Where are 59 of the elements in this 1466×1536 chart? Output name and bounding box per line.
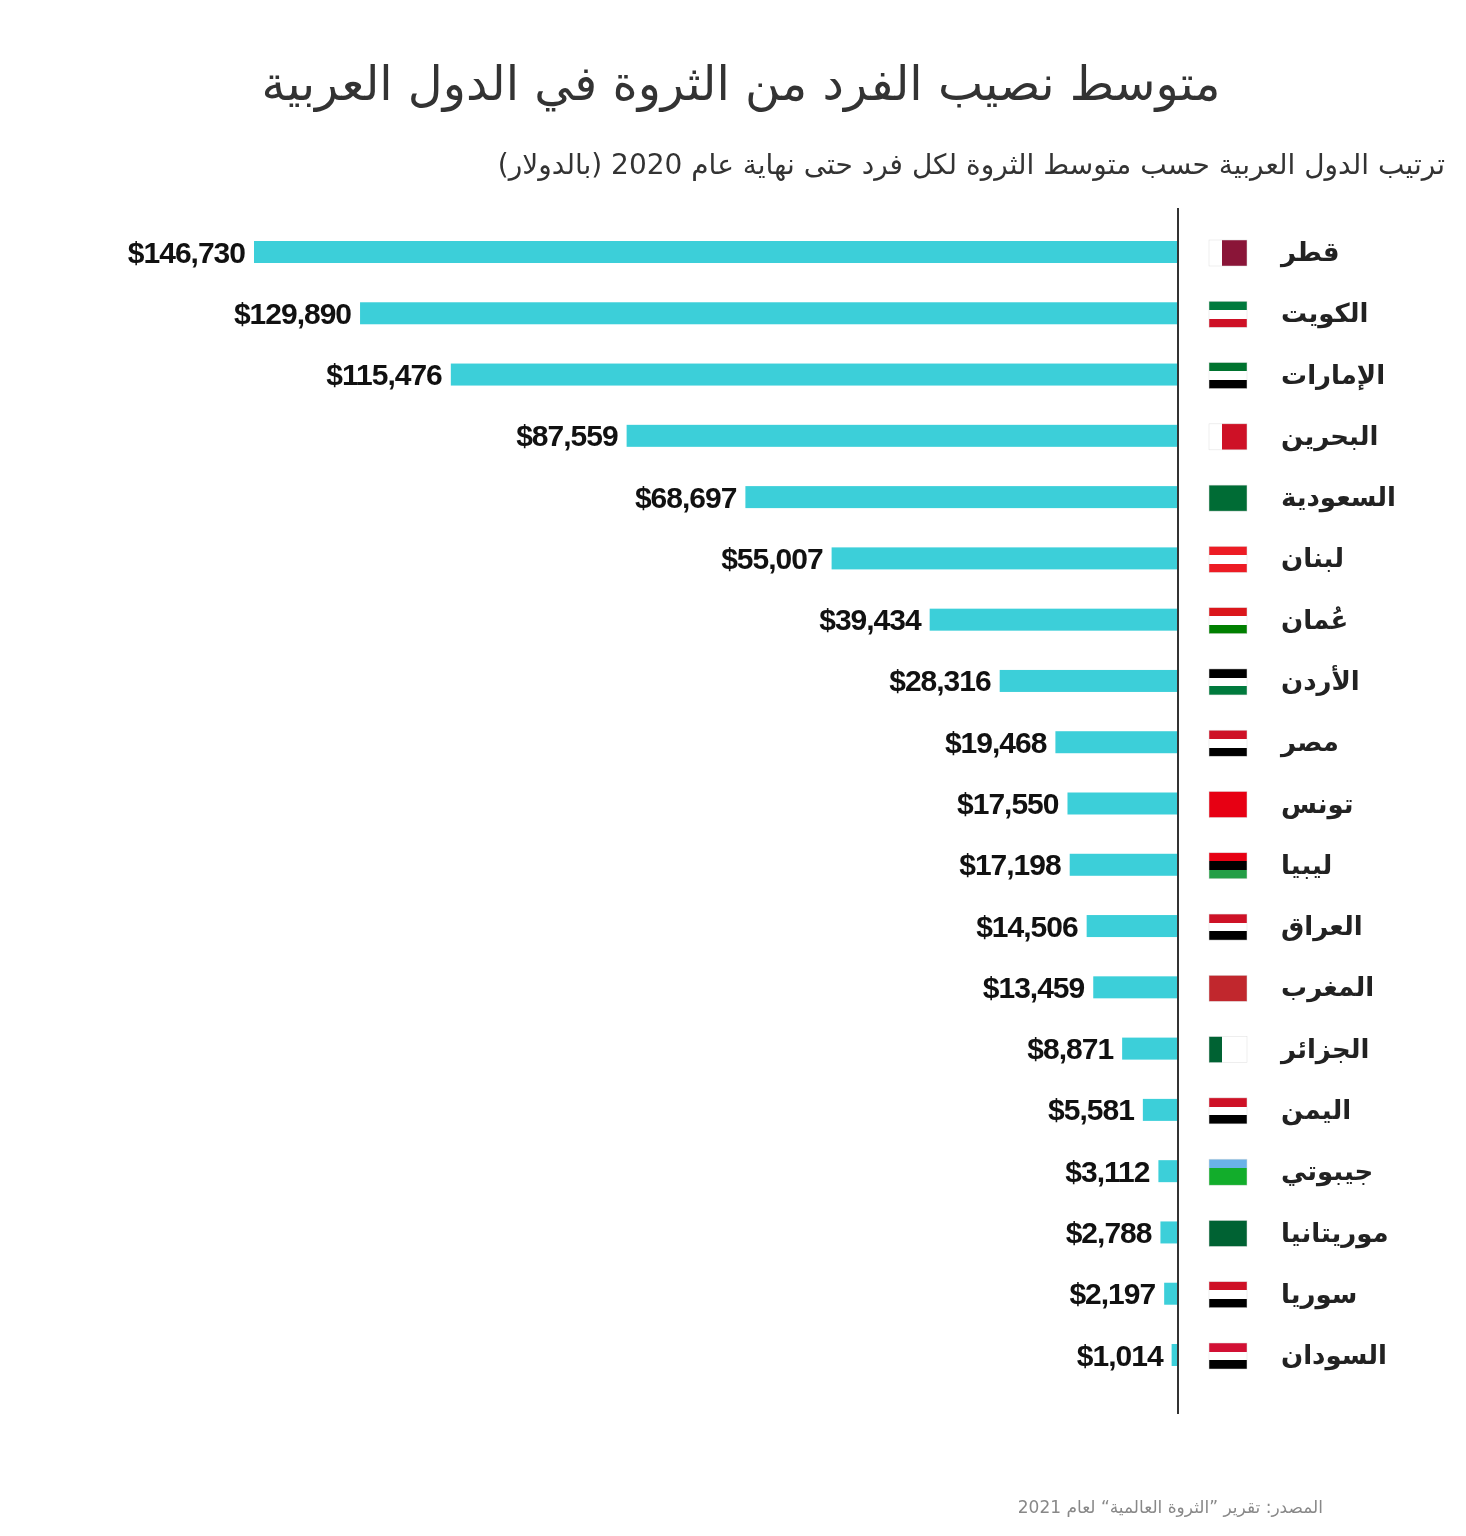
data-label: $39,434 [819,603,922,637]
data-label: $2,197 [1069,1277,1156,1311]
y-tick-label: عُمان [1281,604,1349,635]
bar [929,608,1178,631]
bar [254,241,1178,263]
data-label: $2,788 [1065,1215,1152,1249]
y-tick-label: اليمن [1281,1094,1352,1126]
y-tick-label: موريتانيا [1281,1217,1389,1249]
y-tick-label: تونس [1281,788,1354,820]
y-tick-label: جيبوتي [1281,1156,1374,1188]
data-label: $13,459 [982,970,1085,1004]
data-label: $14,506 [976,909,1078,943]
y-tick-label: العراق [1281,911,1363,943]
data-label: $28,316 [889,664,991,698]
bar [1122,1037,1178,1060]
y-tick-label: قطر [1279,237,1340,269]
data-label: $17,198 [959,848,1061,882]
chart-subtitle: ترتيب الدول العربية حسب متوسط الثروة لكل فرد حتى نهاية عام 2020 (بالدولار) [497,148,1445,181]
bar [831,547,1178,570]
data-label: $146,730 [127,235,246,269]
bar [1086,915,1178,938]
y-tick-label: مصر [1279,727,1339,759]
y-tick-label: السعودية [1281,482,1396,514]
bar [1164,1282,1178,1305]
y-tick-label: لبنان [1281,543,1344,574]
data-label: $19,468 [944,725,1047,759]
chart-title: متوسط نصيب الفرد من الثروة في الدول العربية [261,55,1221,112]
bar [360,302,1178,325]
bar [450,363,1178,386]
bar [1067,792,1178,815]
data-label: $129,890 [233,296,352,330]
data-label: $115,476 [326,358,443,392]
y-tick-label: الأردن [1281,665,1360,697]
y-tick-label: سوريا [1281,1278,1358,1310]
y-tick-label: البحرين [1281,420,1379,452]
data-label: $55,007 [721,541,823,575]
data-label: $17,550 [957,787,1059,820]
bar [1160,1221,1178,1244]
data-label: $3,112 [1065,1154,1150,1188]
data-label: $68,697 [634,480,737,514]
text: المصدر: تقرير ”الثروة العالمية“ لعام 2021 [1017,1497,1323,1517]
bar [1069,853,1178,876]
bar [626,424,1178,447]
data-label: $8,871 [1027,1032,1114,1066]
bar [745,486,1178,509]
y-tick-label: السودان [1281,1340,1387,1372]
data-label: $1,014 [1076,1338,1164,1372]
y-tick-label: المغرب [1281,972,1375,1004]
bar [1158,1160,1178,1183]
y-tick-label: الكويت [1281,298,1369,330]
y-tick-label: الجزائر [1279,1033,1370,1065]
bar [1093,976,1178,999]
bar [1142,1098,1178,1121]
data-label: $5,581 [1048,1093,1135,1127]
bar [999,669,1178,692]
bar [1055,731,1178,754]
data-label: $87,559 [516,419,618,453]
y-tick-label: ليبيا [1281,849,1333,880]
y-tick-label: الإمارات [1281,359,1386,391]
